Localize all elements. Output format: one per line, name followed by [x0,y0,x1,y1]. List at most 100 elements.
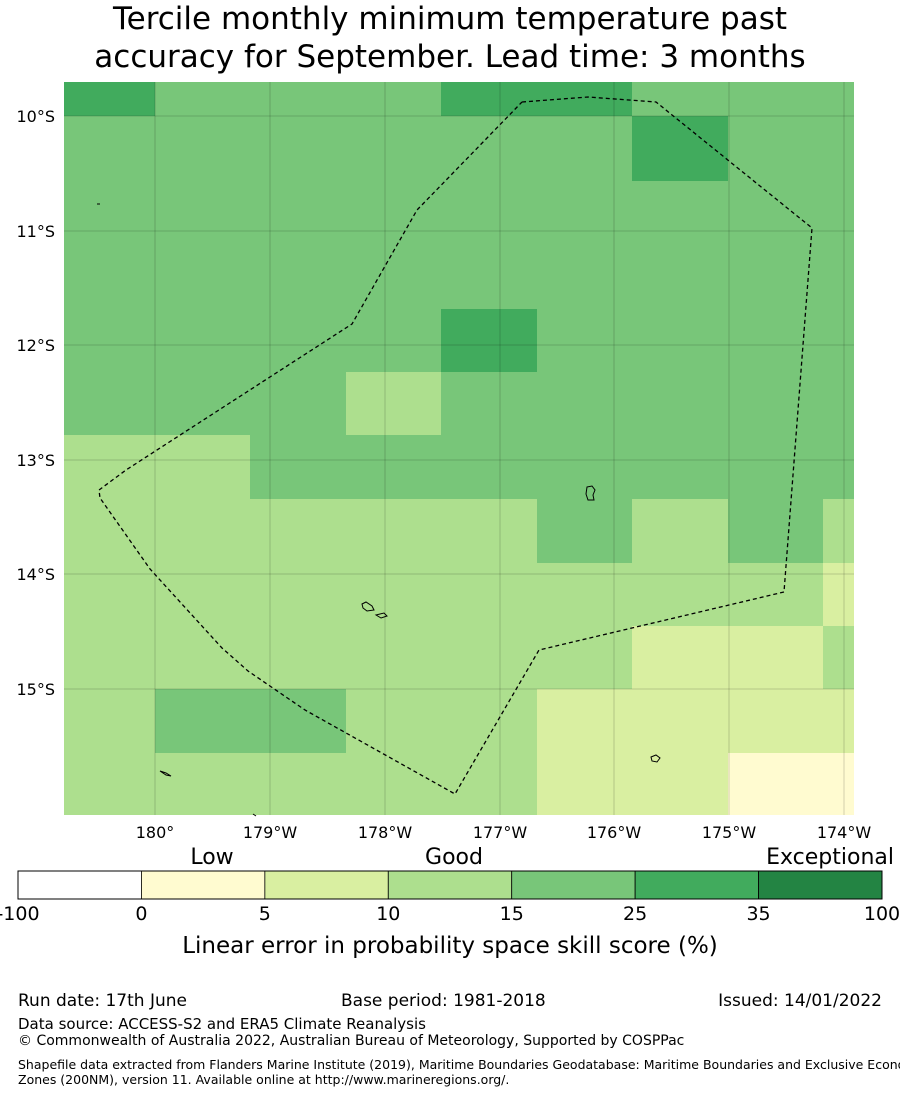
grid-cell [155,245,250,309]
grid-cell [64,499,155,563]
grid-cell [250,563,346,626]
grid-cell [155,753,250,815]
grid-cell [728,689,823,753]
grid-cell [441,626,537,689]
grid-cell [250,689,346,753]
colorbar-segment [17,870,142,900]
grid-cell [537,753,632,815]
grid-cell [441,435,537,499]
grid-cell [823,82,854,116]
grid-cell [155,82,250,116]
grid-cell [728,82,823,116]
grid-cell [632,435,728,499]
grid-cell [632,116,728,181]
grid-cell [823,435,854,499]
chart-title: Tercile monthly minimum temperature past… [0,0,900,76]
colorbar-tick-label: -100 [0,903,40,925]
grid-cell [823,626,854,689]
grid-cell [632,309,728,372]
grid-cell [250,116,346,181]
grid-cell [250,626,346,689]
colorbar-segment [387,870,513,900]
grid-cell [250,435,346,499]
grid-cell [64,435,155,499]
grid-cell [728,499,823,563]
grid-cell [155,499,250,563]
grid-cell [823,372,854,435]
grid-cell [250,499,346,563]
grid-cell [64,82,155,116]
grid-cell [441,563,537,626]
colorbar-segment [758,870,883,900]
grid-cell [64,245,155,309]
run-date: Run date: 17th June [18,991,187,1011]
grid-cell [346,626,441,689]
grid-cell [632,563,728,626]
grid-cell [250,372,346,435]
grid-cell [728,245,823,309]
land-features [97,203,661,817]
colorbar-category-label: Low [190,845,233,870]
grid-cell [537,82,632,116]
lon-tick-label: 178°W [358,823,413,842]
grid-cell [823,245,854,309]
grid-cell [346,245,441,309]
lat-tick-label: 12°S [16,336,55,355]
grid-cell [64,309,155,372]
grid-cell [537,499,632,563]
title-line-2: accuracy for September. Lead time: 3 mon… [94,39,806,75]
grid-cell [346,435,441,499]
grid-cell [632,626,728,689]
colorbar-segment [264,870,389,900]
grid-cell [823,689,854,753]
lat-tick-label: 13°S [16,451,55,470]
grid-cell [441,689,537,753]
grid-cell [632,689,728,753]
island-shape [252,813,257,817]
island-shape [585,485,596,501]
grid-cell [823,181,854,245]
grid-cell [155,435,250,499]
grid-cell [823,116,854,181]
colorbar-title: Linear error in probability space skill … [182,933,718,959]
grid-cell [64,372,155,435]
grid-cell [632,499,728,563]
grid-cell [728,435,823,499]
grid-cell [537,435,632,499]
grid-cell [346,181,441,245]
grid-cell [632,181,728,245]
grid-cell [537,116,632,181]
grid-cell [537,563,632,626]
longitude-labels: 180° 179°W 178°W 177°W 176°W 175°W 174°W [136,823,872,842]
grid-cell [823,309,854,372]
colorbar-frame [17,870,883,900]
grid-cell [441,245,537,309]
grid-cell [441,499,537,563]
shapefile-credit-line-1: Shapefile data extracted from Flanders M… [18,1057,900,1072]
island-shape [159,770,172,777]
colorbar-tick-label: 10 [376,903,400,925]
grid-cell [346,753,441,815]
grid-cell [441,309,537,372]
grid-cell [250,753,346,815]
grid-cell [441,82,537,116]
grid-cell [632,82,728,116]
grid-cell [346,689,441,753]
issued-date: Issued: 14/01/2022 [718,991,882,1011]
lon-tick-label: 177°W [473,823,528,842]
data-source: Data source: ACCESS-S2 and ERA5 Climate … [18,1015,426,1033]
colorbar-segment [634,870,759,900]
grid-cell [537,626,632,689]
skill-grid [64,82,854,815]
grid-cell [155,116,250,181]
colorbar-segment [141,870,266,900]
colorbar-tick-label: 0 [135,903,147,925]
colorbar-tick-labels: -100 0 5 10 15 25 35 100 [0,903,900,925]
grid-cell [250,82,346,116]
latitude-labels: 10°S 11°S 12°S 13°S 14°S 15°S [16,107,55,699]
lat-tick-label: 15°S [16,680,55,699]
grid-cell [64,116,155,181]
grid-cell [441,116,537,181]
colorbar-category-labels: Low Good Exceptional [190,845,894,870]
colorbar-tick-label: 15 [500,903,524,925]
